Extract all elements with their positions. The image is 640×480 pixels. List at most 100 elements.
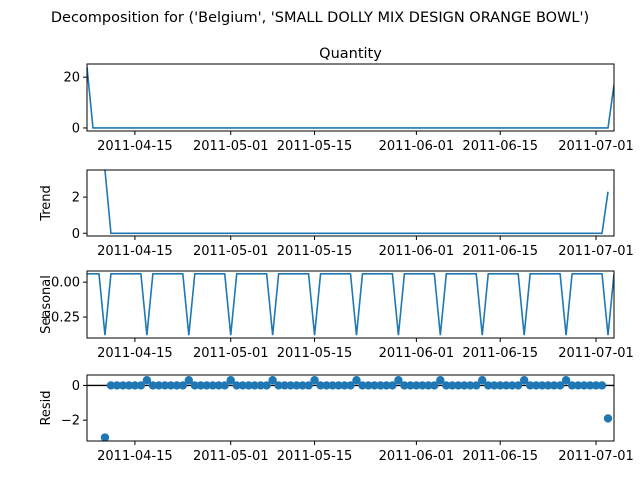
x-tick-label: 2011-07-01 (558, 449, 634, 464)
x-tick-label: 2011-06-01 (379, 449, 455, 464)
resid-point (513, 381, 523, 390)
resid-point (484, 381, 493, 390)
figure-suptitle: Decomposition for ('Belgium', 'SMALL DOL… (51, 10, 589, 26)
y-tick-label: 0 (72, 121, 80, 136)
resid-point (525, 381, 535, 390)
x-tick-label: 2011-04-15 (97, 139, 173, 154)
resid-point (322, 381, 331, 390)
resid-point (376, 381, 385, 390)
resid-point (190, 381, 199, 390)
axes-frame (86, 63, 615, 132)
resid-point (124, 381, 134, 390)
resid-point (238, 381, 247, 390)
resid-point (340, 381, 349, 390)
x-tick-label: 2011-05-01 (193, 449, 269, 464)
resid-point (214, 381, 223, 390)
resid-point (603, 414, 613, 423)
x-tick-label: 2011-05-01 (193, 139, 269, 154)
resid-point (346, 381, 355, 390)
resid-point (519, 376, 529, 385)
subplot-quantity: 0 20 2011-04-15 2011-05-01 2011-05-15 2011-06… (63, 46, 633, 154)
subplot-trend: 0 2 2011-04-15 2011-05-01 2011-05-15 2011-06-… (39, 169, 634, 259)
resid-point (160, 381, 170, 390)
resid-point (286, 381, 295, 390)
resid-point (579, 381, 589, 390)
x-tick-label: 2011-06-15 (462, 244, 538, 259)
resid-point (310, 376, 319, 385)
x-tick-label: 2011-06-15 (462, 449, 538, 464)
resid-point (597, 381, 607, 390)
resid-point (591, 381, 601, 390)
resid-point (136, 381, 146, 390)
resid-point (585, 381, 595, 390)
y-tick-label: −0.25 (40, 311, 80, 326)
resid-point (406, 381, 415, 390)
x-tick-label: 2011-07-01 (558, 346, 634, 361)
resid-point (561, 376, 571, 385)
resid-point (172, 381, 182, 390)
resid-point (448, 381, 457, 390)
resid-point (202, 381, 211, 390)
resid-point (220, 381, 229, 390)
resid-point (142, 376, 152, 385)
plot-area (104, 170, 609, 235)
resid-point (436, 376, 445, 385)
resid-point (184, 376, 194, 385)
series-line (87, 66, 614, 129)
resid-point (100, 433, 110, 441)
y-tick-label: 2 (72, 191, 80, 206)
x-tick-label: 2011-06-15 (462, 346, 538, 361)
resid-point (334, 381, 343, 390)
resid-point (106, 381, 116, 390)
x-tick-label: 2011-06-01 (379, 244, 455, 259)
resid-point (418, 381, 427, 390)
seasonal-line (87, 272, 614, 336)
axes-frame (86, 169, 615, 237)
resid-point (304, 381, 313, 390)
axes-frame (86, 374, 615, 442)
subplot-seasonal: 0.00 −0.25 2011-04-15 2011-05-01 2011-05-15 2… (39, 270, 634, 361)
resid-point (496, 381, 505, 390)
resid-point (352, 376, 361, 385)
resid-point (274, 381, 283, 390)
resid-point (112, 381, 122, 390)
plot-area (87, 376, 614, 441)
series-line (104, 170, 609, 235)
resid-point (549, 381, 559, 390)
resid-point (382, 381, 391, 390)
resid-point (250, 381, 259, 390)
resid-point (232, 381, 241, 390)
resid-point (130, 381, 140, 390)
resid-point (573, 381, 583, 390)
resid-point (208, 381, 217, 390)
resid-point (394, 376, 403, 385)
resid-point (316, 381, 325, 390)
x-tick-label: 2011-05-15 (277, 449, 353, 464)
x-tick-label: 2011-06-01 (379, 139, 455, 154)
resid-point (280, 381, 289, 390)
resid-point (502, 381, 511, 390)
y-axis-label: Trend (39, 185, 54, 222)
plot-area (87, 66, 614, 129)
resid-point (154, 381, 164, 390)
resid-point (400, 381, 409, 390)
resid-point (442, 381, 451, 390)
y-tick-label: −2 (61, 414, 80, 429)
resid-point (328, 381, 337, 390)
x-tick-label: 2011-05-01 (193, 346, 269, 361)
x-tick-label: 2011-04-15 (97, 244, 173, 259)
x-tick-label: 2011-07-01 (558, 139, 634, 154)
y-tick-label: 20 (63, 71, 80, 86)
y-tick-label: 0 (72, 379, 80, 394)
resid-point (244, 381, 253, 390)
resid-point (478, 376, 487, 385)
y-axis-label: Seasonal (39, 275, 54, 334)
resid-point (460, 381, 469, 390)
x-tick-label: 2011-04-15 (97, 346, 173, 361)
resid-point (466, 381, 475, 390)
resid-point (555, 381, 565, 390)
x-tick-label: 2011-05-15 (277, 244, 353, 259)
x-tick-label: 2011-07-01 (558, 244, 634, 259)
